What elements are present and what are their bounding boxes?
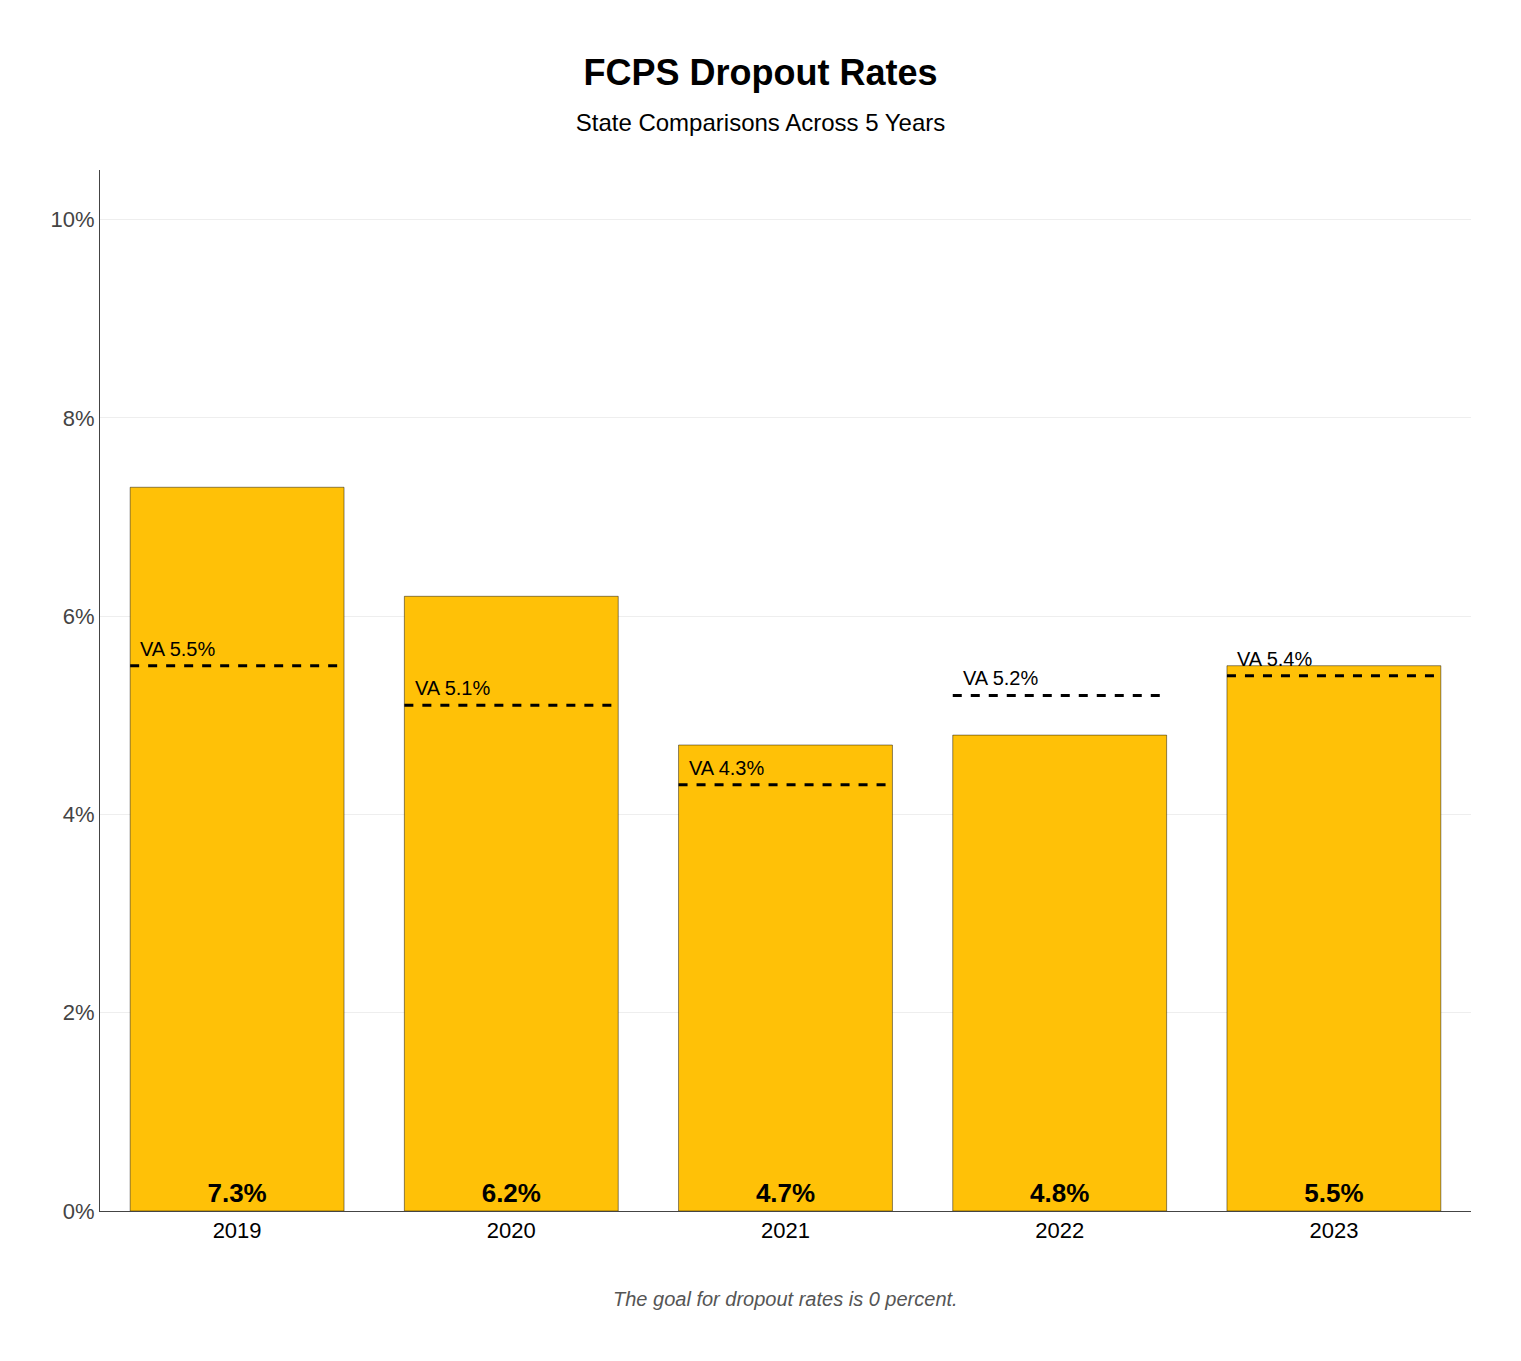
svg-text:0%: 0% — [63, 1199, 95, 1224]
svg-text:10%: 10% — [51, 207, 95, 232]
svg-text:4%: 4% — [63, 802, 95, 827]
svg-text:8%: 8% — [63, 406, 95, 431]
svg-text:2022: 2022 — [1035, 1218, 1084, 1243]
svg-text:FCPS Dropout Rates: FCPS Dropout Rates — [583, 52, 937, 93]
svg-text:2023: 2023 — [1309, 1218, 1358, 1243]
svg-text:2020: 2020 — [487, 1218, 536, 1243]
svg-text:6.2%: 6.2% — [482, 1178, 541, 1208]
svg-text:4.7%: 4.7% — [756, 1178, 815, 1208]
svg-text:VA 5.1%: VA 5.1% — [415, 677, 490, 699]
svg-text:4.8%: 4.8% — [1030, 1178, 1089, 1208]
svg-text:VA 5.4%: VA 5.4% — [1237, 648, 1312, 670]
svg-text:VA 5.2%: VA 5.2% — [963, 667, 1038, 689]
svg-text:VA 5.5%: VA 5.5% — [140, 638, 215, 660]
svg-text:2021: 2021 — [761, 1218, 810, 1243]
svg-text:7.3%: 7.3% — [207, 1178, 266, 1208]
svg-text:5.5%: 5.5% — [1304, 1178, 1363, 1208]
svg-text:6%: 6% — [63, 604, 95, 629]
svg-text:2019: 2019 — [213, 1218, 262, 1243]
svg-text:2%: 2% — [63, 1000, 95, 1025]
svg-text:State Comparisons Across 5 Yea: State Comparisons Across 5 Years — [576, 109, 946, 136]
svg-text:The goal for dropout rates is: The goal for dropout rates is 0 percent. — [613, 1288, 958, 1310]
svg-text:VA 4.3%: VA 4.3% — [689, 757, 764, 779]
